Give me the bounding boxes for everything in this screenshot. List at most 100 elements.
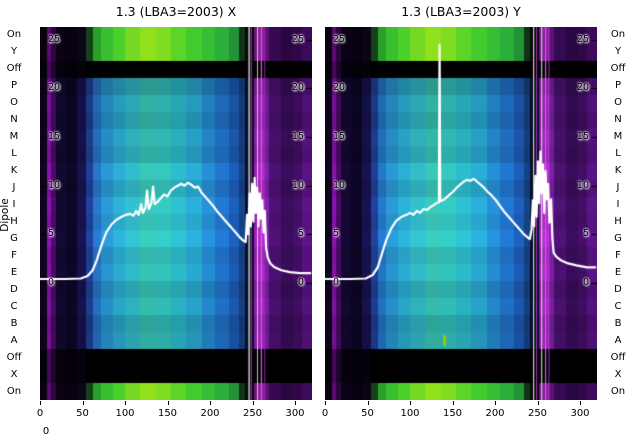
value-tick-label-left: 15 — [333, 131, 346, 143]
x-tick-label: 250 — [242, 408, 263, 419]
value-tick-label-left: 20 — [333, 82, 346, 94]
dipole-row-label: P — [614, 80, 622, 92]
dipole-row-label: A — [614, 334, 622, 346]
value-tick-label-right: 10 — [576, 179, 589, 191]
dipole-row-label: C — [10, 300, 18, 312]
dipole-row-label: P — [10, 80, 18, 92]
heatmap-panel-y: 25 25 20 20 15 15 10 10 5 5 0 0 0 50 100 150 200 250 300 — [322, 27, 597, 419]
x-tick-mark — [367, 401, 369, 405]
value-tick-label-left: 10 — [48, 179, 61, 191]
x-tick-mark — [537, 401, 539, 405]
value-tick-label-left: 25 — [48, 33, 61, 45]
value-tick-label-right: 0 — [582, 276, 589, 288]
value-tick-label-right: 15 — [576, 131, 589, 143]
x-tick-mark — [40, 401, 41, 405]
value-tick-label-left: 20 — [48, 82, 61, 94]
value-tick-label-left: 5 — [333, 228, 340, 240]
dipole-row-label: X — [10, 368, 18, 380]
dipole-row-label: D — [10, 283, 18, 295]
dipole-row-label: F — [615, 249, 621, 261]
x-tick-mark — [252, 401, 254, 405]
dipole-row-label: K — [614, 165, 622, 177]
panel-title-y: 1.3 (LBA3=2003) Y — [401, 4, 521, 19]
dipole-row-label: N — [10, 114, 18, 126]
dipole-row-label: L — [11, 148, 17, 160]
dipole-row-label: Y — [614, 46, 622, 58]
dipole-row-label: On — [610, 385, 626, 397]
dipole-row-label: K — [10, 165, 18, 177]
dipole-row-label: M — [613, 131, 623, 143]
dipole-row-label: C — [614, 300, 622, 312]
x-tick-mark — [295, 401, 296, 405]
dipole-row-label: E — [614, 266, 622, 278]
dipole-row-label: I — [616, 199, 620, 211]
x-tick-mark — [410, 401, 411, 405]
dipole-row-label: E — [10, 266, 18, 278]
value-tick-label-left: 15 — [48, 131, 61, 143]
x-tick-label: 300 — [285, 408, 305, 419]
x-tick-label: 100 — [400, 408, 420, 419]
value-tick-label-right: 10 — [291, 179, 304, 191]
dipole-row-label: H — [10, 215, 18, 227]
row-labels-right: On Y Off P O N M L K J I H G F E D C B A Off X On — [604, 27, 632, 400]
panel-title-x: 1.3 (LBA3=2003) X — [115, 4, 237, 19]
dipole-row-label: Off — [610, 351, 626, 363]
dipole-row-label: On — [6, 385, 22, 397]
corner-tick-label: 0 — [42, 426, 50, 437]
value-tick-label-right: 5 — [297, 228, 304, 240]
value-tick-label-left: 25 — [333, 33, 346, 45]
value-tick-label-left: 5 — [48, 228, 55, 240]
x-tick-label: 0 — [321, 408, 329, 419]
dipole-row-label: I — [12, 199, 16, 211]
dipole-row-label: O — [10, 97, 18, 109]
value-tick-label-left: 0 — [48, 276, 55, 288]
value-tick-label-right: 25 — [291, 33, 304, 45]
dipole-row-label: N — [614, 114, 622, 126]
dipole-row-label: L — [615, 148, 621, 160]
x-tick-mark — [452, 401, 454, 405]
dipole-row-label: M — [9, 131, 19, 143]
value-tick-label-right: 0 — [297, 276, 304, 288]
dipole-row-label: D — [614, 283, 622, 295]
value-tick-label-right: 25 — [576, 33, 589, 45]
value-tick-label-right: 5 — [582, 228, 589, 240]
x-tick-label: 150 — [442, 408, 463, 419]
dipole-row-label: F — [11, 249, 17, 261]
dipole-row-label: Off — [610, 63, 626, 75]
x-tick-label: 100 — [115, 408, 135, 419]
x-tick-mark — [495, 401, 496, 405]
dipole-row-label: G — [10, 232, 18, 244]
dipole-row-label: J — [616, 182, 620, 194]
dipole-row-label: J — [12, 182, 16, 194]
x-tick-label: 200 — [200, 408, 220, 419]
value-tick-label-left: 10 — [333, 179, 346, 191]
dipole-row-label: Y — [10, 46, 18, 58]
x-tick-label: 50 — [76, 408, 89, 419]
dipole-row-label: On — [6, 29, 22, 41]
dipole-row-label: A — [10, 334, 18, 346]
x-tick-mark — [167, 401, 169, 405]
dipole-row-label: On — [610, 29, 626, 41]
dipole-row-label: B — [614, 317, 622, 329]
value-tick-label-right: 20 — [576, 82, 589, 94]
x-tick-label: 250 — [527, 408, 548, 419]
dipole-row-label: B — [10, 317, 18, 329]
value-tick-label-right: 20 — [291, 82, 304, 94]
x-tick-mark — [82, 401, 84, 405]
x-tick-mark — [125, 401, 126, 405]
value-tick-label-left: 0 — [333, 276, 340, 288]
x-tick-label: 200 — [485, 408, 505, 419]
x-tick-label: 50 — [361, 408, 374, 419]
x-tick-mark — [210, 401, 211, 405]
row-labels-left: On Y Off P O N M L K J I H G F E D C B A Off X On — [2, 27, 26, 400]
dipole-row-label: G — [614, 232, 622, 244]
x-tick-mark — [325, 401, 326, 405]
dipole-row-label: X — [614, 368, 622, 380]
heatmap-canvas-x — [40, 27, 312, 400]
dipole-row-label: Off — [6, 351, 22, 363]
x-tick-label: 300 — [570, 408, 590, 419]
x-tick-mark — [580, 401, 581, 405]
x-tick-label: 0 — [36, 408, 44, 419]
x-tick-label: 150 — [157, 408, 178, 419]
